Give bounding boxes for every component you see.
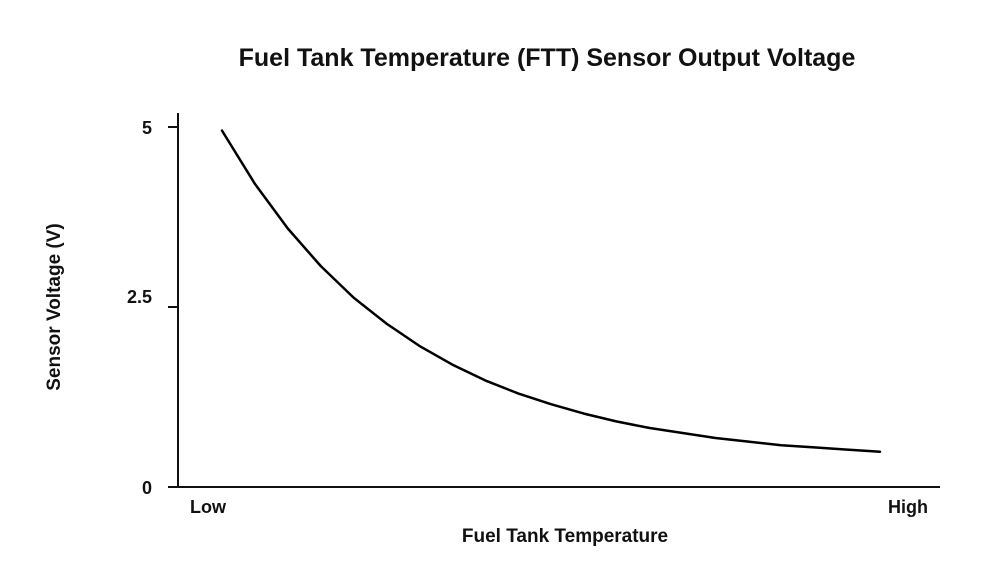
x-tick-label-high: High [888, 497, 928, 517]
y-tick-label-2-5: 2.5 [127, 287, 152, 307]
chart-title: Fuel Tank Temperature (FTT) Sensor Outpu… [239, 44, 856, 72]
y-axis-label: Sensor Voltage (V) [44, 223, 65, 391]
x-tick-label-low: Low [190, 497, 227, 517]
y-tick-label-5: 5 [142, 118, 152, 138]
sensor-voltage-curve [220, 129, 882, 453]
x-axis-label: Fuel Tank Temperature [462, 526, 668, 547]
y-tick-label-0: 0 [142, 478, 152, 498]
